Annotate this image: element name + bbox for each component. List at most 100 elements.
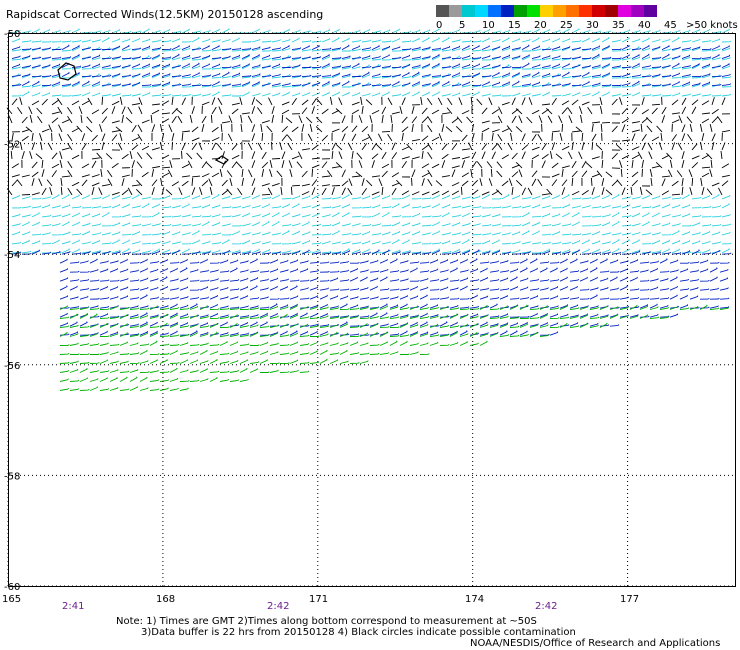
wind-barb xyxy=(411,48,422,52)
wind-barb xyxy=(321,38,330,43)
wind-barb xyxy=(391,80,400,87)
wind-barb xyxy=(581,248,590,254)
wind-barb xyxy=(481,67,492,70)
wind-barb xyxy=(661,233,672,236)
wind-barb xyxy=(721,129,730,133)
wind-barb xyxy=(67,133,73,142)
wind-barb xyxy=(301,99,309,106)
wind-barb xyxy=(671,251,682,255)
wind-barb xyxy=(591,187,595,196)
wind-barb xyxy=(451,38,461,43)
wind-barb xyxy=(429,304,439,309)
wind-barb xyxy=(629,304,638,310)
wind-barb xyxy=(449,330,458,336)
wind-barb xyxy=(79,334,90,337)
wind-barb xyxy=(361,223,372,227)
wind-barb xyxy=(247,169,253,178)
wind-barb xyxy=(309,341,318,346)
wind-barb xyxy=(519,286,529,291)
wind-barb xyxy=(151,187,155,196)
wind-barb xyxy=(409,351,419,355)
wind-barb xyxy=(261,231,271,236)
wind-barb xyxy=(399,334,410,337)
wind-barb xyxy=(491,38,501,43)
wind-barb xyxy=(681,75,692,79)
wind-barb xyxy=(109,360,119,364)
wind-barb xyxy=(249,296,260,300)
wind-barb xyxy=(591,91,600,97)
wind-barb xyxy=(641,159,644,168)
wind-barb xyxy=(209,303,218,309)
wind-barb xyxy=(419,261,430,264)
wind-barb xyxy=(181,85,192,88)
wind-barb xyxy=(41,214,52,218)
wind-barb xyxy=(281,65,291,70)
wind-barb xyxy=(629,270,640,273)
wind-barb xyxy=(721,56,731,61)
wind-barb xyxy=(251,64,261,69)
wind-barb xyxy=(521,30,532,34)
wind-barb xyxy=(209,261,220,264)
wind-barb xyxy=(611,39,621,43)
wind-barb xyxy=(661,115,666,124)
wind-barb xyxy=(561,123,564,132)
wind-barb xyxy=(159,297,170,300)
wind-barb xyxy=(46,179,53,187)
wind-barb xyxy=(451,55,460,61)
wind-barb xyxy=(281,85,292,88)
wind-barb xyxy=(331,109,340,115)
wind-barb xyxy=(471,242,482,245)
wind-barb xyxy=(551,173,560,178)
wind-barb xyxy=(401,97,406,106)
wind-barb xyxy=(391,187,397,196)
wind-barb xyxy=(571,84,582,87)
wind-barb xyxy=(461,196,471,200)
wind-barb xyxy=(541,83,552,87)
wind-barb xyxy=(671,76,682,79)
wind-barb xyxy=(361,188,367,196)
wind-barb xyxy=(559,285,568,291)
wind-barb xyxy=(301,191,310,196)
wind-barb xyxy=(189,288,200,291)
lat-label--52: -52 xyxy=(4,140,20,151)
wind-barb xyxy=(351,65,361,70)
wind-barb xyxy=(239,286,248,291)
wind-barb xyxy=(661,94,672,97)
wind-barb xyxy=(671,99,679,106)
wind-barb xyxy=(461,66,472,70)
wind-barb xyxy=(619,306,629,310)
wind-barb xyxy=(511,171,519,178)
wind-barb xyxy=(329,307,340,310)
wind-barb xyxy=(691,231,701,236)
wind-barb xyxy=(531,133,537,142)
wind-barb xyxy=(611,98,618,106)
wind-barb xyxy=(509,315,520,318)
wind-barb xyxy=(349,352,360,355)
wind-barb xyxy=(16,179,23,187)
wind-barb xyxy=(451,205,462,209)
wind-barb xyxy=(309,325,320,328)
wind-barb xyxy=(591,230,600,236)
wind-barb xyxy=(89,362,100,364)
wind-barb xyxy=(391,56,402,60)
wind-barb xyxy=(251,194,260,200)
wind-barb xyxy=(99,323,109,327)
wind-barb xyxy=(179,277,189,282)
wind-barb xyxy=(247,115,253,124)
wind-barb xyxy=(289,323,298,328)
wind-barb xyxy=(389,269,400,273)
wind-barb xyxy=(497,143,503,151)
wind-barb xyxy=(709,123,713,133)
wind-barb xyxy=(431,214,442,218)
wind-barb xyxy=(471,49,482,52)
wind-barb xyxy=(389,316,400,319)
wind-barb xyxy=(291,203,300,209)
wind-barb xyxy=(101,83,112,87)
wind-barb xyxy=(191,187,196,196)
wind-barb xyxy=(519,333,529,337)
wind-barb xyxy=(381,211,390,218)
wind-barb xyxy=(391,38,400,43)
wind-barb xyxy=(709,287,720,291)
wind-barb xyxy=(619,276,628,282)
wind-barb xyxy=(221,195,231,200)
